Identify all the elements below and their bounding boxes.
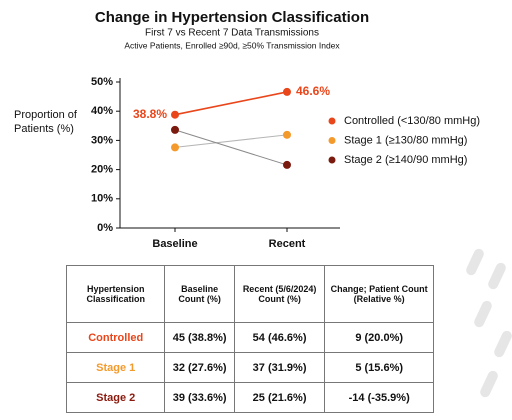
table-cell: 54 (46.6%) (233, 322, 326, 353)
legend-marker (328, 137, 336, 144)
series-line (174, 134, 288, 148)
legend-label: Stage 2 (≥140/90 mmHg) (344, 154, 467, 166)
table: Hypertension Classification Baseline Coun… (65, 265, 434, 413)
y-tick-label: 40% (91, 105, 113, 117)
value-label: 38.8% (133, 107, 167, 121)
column-header: Recent (5/6/2024) Count (%) (233, 265, 326, 323)
legend-label: Controlled (<130/80 mmHg) (344, 115, 480, 127)
table-header: Hypertension Classification Baseline Coun… (65, 265, 434, 323)
column-header: Hypertension Classification (65, 265, 166, 323)
point (171, 110, 179, 119)
table-cell: -14 (-35.9%) (324, 382, 434, 413)
x-tick-label: Baseline (152, 238, 197, 250)
y-tick-label: 0% (97, 222, 113, 234)
table-cell: 37 (31.9%) (233, 352, 326, 383)
y-tick-label: 30% (91, 134, 113, 146)
legend-marker (328, 117, 336, 125)
table-cell: Controlled (65, 322, 166, 353)
table-cell: Stage 2 (65, 382, 166, 413)
y-tick-label: 10% (91, 193, 113, 205)
series-line (174, 129, 288, 166)
decoration (472, 299, 494, 329)
column-header: Baseline Count (%) (164, 265, 235, 323)
table-row: Stage 2 39 (33.6%) 25 (21.6%) -14 (-35.9%) (65, 382, 434, 413)
point (283, 87, 291, 96)
decoration (478, 369, 500, 399)
point (171, 143, 179, 152)
table-cell: Stage 1 (65, 352, 166, 383)
table-cell: 45 (38.8%) (164, 322, 235, 353)
decoration (486, 261, 508, 291)
column-header: Change; Patient Count (Relative %) (324, 265, 434, 323)
point (283, 130, 291, 139)
table-cell: 5 (15.6%) (324, 352, 434, 383)
chart-title: Change in Hypertension Classification (95, 9, 369, 26)
point (283, 160, 291, 169)
y-tick-label: 50% (91, 76, 113, 88)
table-row: Controlled 45 (38.8%) 54 (46.6%) 9 (20.0%) (65, 322, 434, 353)
table-cell: 25 (21.6%) (233, 382, 326, 413)
series-line (174, 91, 288, 116)
chart-note: Active Patients, Enrolled ≥90d, ≥50% Tra… (124, 40, 340, 50)
table-row: Stage 1 32 (27.6%) 37 (31.9%) 5 (15.6%) (65, 352, 434, 383)
y-tick-label: 20% (91, 164, 113, 176)
legend-marker (328, 156, 336, 164)
table-cell: 39 (33.6%) (164, 382, 235, 413)
table-cell: 9 (20.0%) (324, 322, 434, 353)
y-axis-label: Proportion of Patients (%) (14, 109, 77, 135)
table-cell: 32 (27.6%) (164, 352, 235, 383)
decoration (492, 329, 512, 359)
point (171, 125, 179, 134)
x-tick-label: Recent (269, 238, 306, 250)
legend-label: Stage 1 (≥130/80 mmHg) (344, 134, 467, 146)
value-label: 46.6% (296, 84, 330, 98)
chart-subtitle: First 7 vs Recent 7 Data Transmissions (145, 28, 319, 39)
chart: Change in Hypertension Classification Fi… (91, 9, 480, 250)
